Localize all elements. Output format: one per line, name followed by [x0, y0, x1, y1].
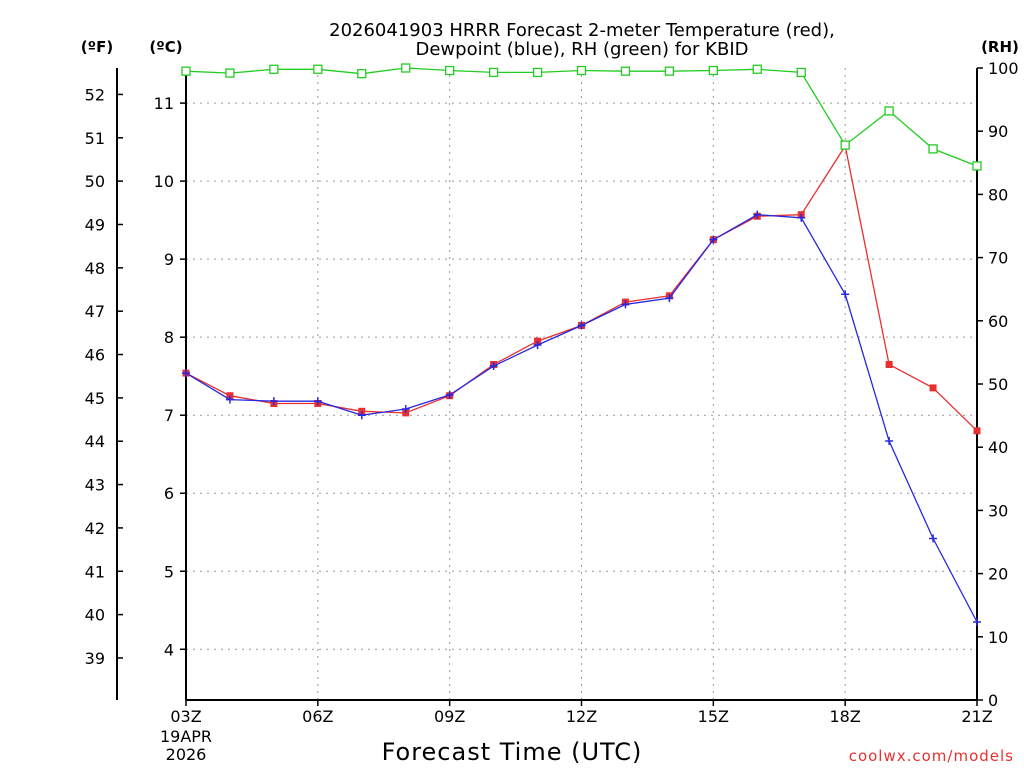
series-layer — [181, 63, 982, 626]
fahrenheit-tick-label: 48 — [85, 259, 105, 278]
dewpoint-point — [885, 436, 894, 445]
chart-title-line1: 2026041903 HRRR Forecast 2-meter Tempera… — [329, 20, 835, 41]
celsius-tick-label: 9 — [164, 250, 174, 269]
dewpoint-point — [445, 390, 454, 399]
dewpoint-point — [841, 290, 850, 299]
fahrenheit-tick-label: 46 — [85, 346, 105, 365]
rh-point — [225, 68, 235, 78]
fahrenheit-tick-label: 50 — [85, 172, 105, 191]
rh-tick-label: 40 — [988, 438, 1008, 457]
rh-point — [576, 65, 587, 76]
fahrenheit-tick-label: 43 — [85, 476, 105, 495]
celsius-tick-label: 7 — [164, 406, 174, 425]
rh-tick-label: 100 — [988, 59, 1019, 78]
x-axis-title: Forecast Time (UTC) — [382, 738, 643, 766]
celsius-axis-unit: (ºC) — [149, 38, 182, 56]
x-tick-label: 21Z — [961, 707, 992, 726]
rh-point — [664, 66, 675, 76]
celsius-tick-label: 5 — [164, 562, 174, 581]
rh-tick-label: 70 — [988, 249, 1008, 268]
rh-point — [840, 140, 850, 150]
temperature-point — [973, 427, 981, 435]
rh-point — [401, 63, 411, 73]
x-tick-label: 12Z — [566, 707, 597, 726]
fahrenheit-tick-label: 52 — [85, 85, 105, 104]
dewpoint-point — [709, 235, 718, 244]
grid-lines — [186, 68, 977, 700]
rh-point — [532, 67, 543, 78]
dewpoint-point — [533, 340, 542, 349]
dewpoint-point — [182, 369, 190, 378]
fahrenheit-tick-label: 39 — [85, 649, 105, 668]
rh-point — [752, 64, 762, 74]
x-tick-label: 09Z — [434, 707, 465, 726]
rh-point — [313, 64, 323, 74]
fahrenheit-tick-label: 51 — [85, 129, 105, 148]
rh-point — [708, 65, 718, 76]
rh-point — [928, 144, 938, 154]
celsius-tick-label: 10 — [154, 172, 174, 191]
fahrenheit-axis-unit: (ºF) — [81, 38, 113, 56]
celsius-tick-label: 6 — [164, 484, 174, 503]
fahrenheit-tick-label: 49 — [85, 215, 105, 234]
temperature-point — [885, 360, 893, 368]
rh-point — [884, 106, 894, 116]
temperature-point — [929, 384, 937, 392]
dewpoint-point — [401, 404, 410, 413]
x-date-label-line2: 2026 — [166, 745, 207, 764]
axes — [116, 67, 983, 706]
dewpoint-point — [665, 294, 674, 303]
dewpoint-point — [313, 397, 322, 406]
x-date-label-line1: 19APR — [160, 727, 212, 746]
rh-tick-label: 90 — [988, 122, 1008, 141]
rh-point — [972, 161, 982, 171]
rh-point — [181, 66, 191, 76]
dewpoint-point — [973, 617, 981, 626]
rh-tick-label: 80 — [988, 185, 1008, 204]
rh-tick-label: 30 — [988, 501, 1008, 520]
dewpoint-point — [577, 321, 586, 330]
dewpoint-point — [269, 397, 278, 406]
dewpoint-point — [225, 395, 234, 404]
credit-link[interactable]: coolwx.com/models — [849, 747, 1014, 765]
celsius-tick-label: 11 — [154, 94, 174, 113]
x-tick-label: 03Z — [170, 707, 201, 726]
rh-point — [445, 65, 455, 76]
x-tick-label: 15Z — [698, 707, 729, 726]
chart-title-line2: Dewpoint (blue), RH (green) for KBID — [416, 39, 749, 60]
dewpoint-point — [357, 411, 366, 420]
rh-point — [357, 69, 367, 79]
fahrenheit-tick-label: 41 — [85, 562, 105, 581]
rh-point — [269, 64, 279, 74]
x-tick-label: 06Z — [302, 707, 333, 726]
dewpoint-point — [929, 534, 938, 543]
celsius-tick-label: 4 — [164, 640, 174, 659]
fahrenheit-tick-label: 44 — [85, 432, 105, 451]
x-tick-label: 18Z — [830, 707, 861, 726]
rh-tick-label: 50 — [988, 375, 1008, 394]
tick-labels: 4567891011394041424344454647484950515201… — [85, 59, 1019, 726]
rh-point — [796, 67, 806, 78]
dewpoint-point — [753, 210, 762, 219]
fahrenheit-tick-label: 40 — [85, 606, 105, 625]
rh-axis-unit: (RH) — [981, 38, 1019, 56]
dewpoint-point — [797, 213, 806, 222]
fahrenheit-tick-label: 45 — [85, 389, 105, 408]
fahrenheit-tick-label: 47 — [85, 302, 105, 321]
celsius-tick-label: 8 — [164, 328, 174, 347]
fahrenheit-tick-label: 42 — [85, 519, 105, 538]
rh-tick-label: 20 — [988, 565, 1008, 584]
rh-tick-label: 60 — [988, 312, 1008, 331]
dewpoint-point — [621, 300, 630, 309]
rh-point — [488, 67, 499, 78]
rh-point — [620, 66, 631, 76]
dewpoint-point — [489, 362, 498, 371]
rh-tick-label: 10 — [988, 628, 1008, 647]
rh-tick-label: 0 — [988, 691, 998, 710]
